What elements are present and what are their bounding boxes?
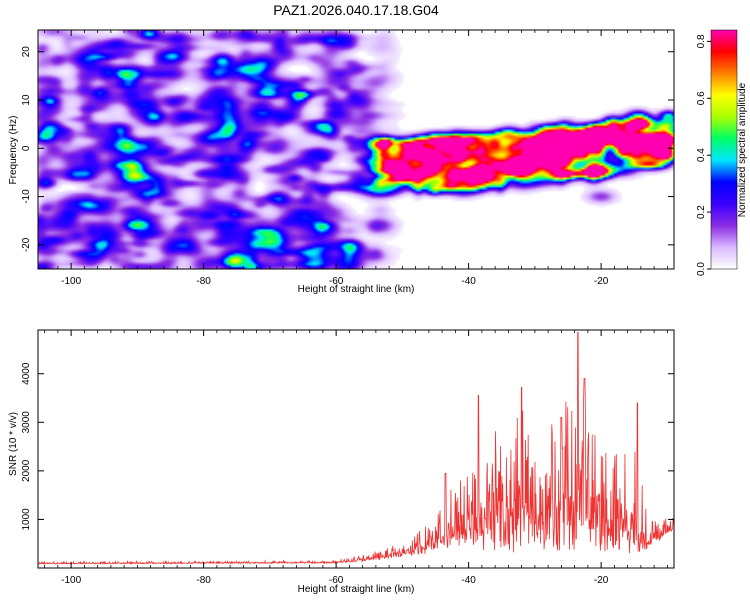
snr-ytick-label: 3000	[21, 411, 32, 434]
spectrogram-ylabel: Frequency (Hz)	[8, 116, 19, 185]
figure-title: PAZ1.2026.040.17.18.G04	[273, 2, 439, 18]
snr-frame	[37, 329, 675, 569]
spectrogram-xtick-label: -40	[461, 276, 476, 287]
snr-ticks: -100 -80 -60 -40 -20 1000 2000 3000 4000	[21, 330, 674, 586]
spectrogram-xlabel: Height of straight line (km)	[298, 284, 415, 295]
snr-ylabel: SNR (10 * v/v)	[8, 412, 19, 476]
colorbar-tick-label: 0.2	[696, 205, 707, 219]
colorbar-gradient	[710, 29, 738, 270]
spectrogram-xtick-label: -20	[594, 276, 609, 287]
spectrogram-heatmap	[38, 30, 674, 269]
snr-xtick-label: -40	[461, 575, 476, 586]
colorbar-ticks: 0.0 0.2 0.4 0.6 0.8	[696, 34, 711, 276]
colorbar: 0.0 0.2 0.4 0.6 0.8 Normalized spectral ampl…	[696, 29, 748, 276]
colorbar-tick-label: 0.6	[696, 91, 707, 105]
snr-xtick-label: -80	[196, 575, 211, 586]
snr-series-line	[38, 332, 674, 565]
spectrogram-xtick-label: -80	[196, 276, 211, 287]
spectrogram-frame	[37, 29, 675, 270]
spectrogram-xtick-label: -60	[329, 276, 344, 287]
spectrogram-ytick-label: 10	[21, 94, 32, 106]
colorbar-label: Normalized spectral amplitude	[737, 82, 748, 217]
snr-xtick-label: -20	[594, 575, 609, 586]
spectrogram-xtick-label: -100	[61, 276, 81, 287]
spectrogram-ytick-label: 0	[21, 145, 32, 151]
spectrogram-ytick-label: -20	[21, 237, 32, 252]
snr-xtick-label: -100	[61, 575, 81, 586]
snr-xtick-label: -60	[329, 575, 344, 586]
colorbar-tick-label: 0.4	[696, 148, 707, 162]
spectrogram-ytick-label: -10	[21, 189, 32, 204]
spectrogram-ytick-label: 20	[21, 46, 32, 58]
colorbar-tick-label: 0.0	[696, 262, 707, 276]
colorbar-tick-label: 0.8	[696, 34, 707, 48]
snr-ytick-label: 2000	[21, 459, 32, 482]
snr-ytick-label: 4000	[21, 362, 32, 385]
snr-panel: -100 -80 -60 -40 -20 1000 2000 3000 4000 Height …	[8, 329, 675, 595]
snr-ytick-label: 1000	[21, 508, 32, 531]
snr-xlabel: Height of straight line (km)	[298, 584, 415, 595]
